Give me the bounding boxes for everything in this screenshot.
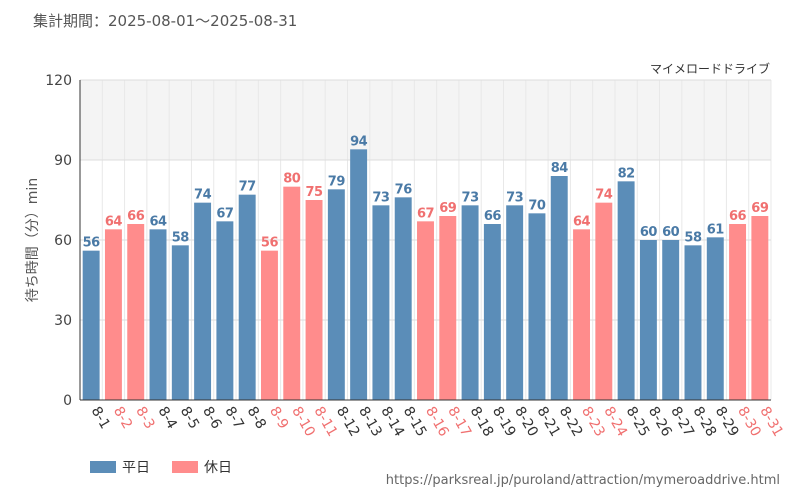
bar [617, 181, 635, 400]
bar [550, 176, 568, 400]
bar-value-label: 94 [350, 134, 368, 149]
bar [439, 216, 457, 400]
legend-item-weekday: 平日 [90, 457, 150, 477]
bar [350, 149, 368, 400]
bar-value-label: 84 [551, 161, 569, 176]
bar [394, 197, 412, 400]
bar-value-label: 56 [83, 236, 101, 251]
x-tick-label: 8-5 [177, 404, 202, 432]
legend-item-holiday: 休日 [172, 457, 232, 477]
bar [194, 202, 212, 400]
legend-label-weekday: 平日 [122, 460, 150, 476]
bar [662, 240, 680, 400]
x-tick-label: 8-9 [266, 404, 291, 432]
bar-value-label: 56 [261, 236, 279, 251]
legend-swatch-holiday [172, 461, 198, 473]
bar [149, 229, 167, 400]
y-tick-label: 0 [63, 393, 72, 409]
bar-value-label: 76 [395, 182, 413, 197]
bar-value-label: 73 [462, 190, 480, 205]
x-tick-label: 8-4 [155, 404, 180, 432]
bar-value-label: 66 [484, 209, 502, 224]
bar-value-label: 67 [417, 206, 435, 221]
x-tick-label: 8-6 [199, 404, 224, 432]
bar [82, 250, 100, 400]
bar [283, 186, 301, 400]
bar-value-label: 58 [684, 230, 702, 245]
attraction-name: マイメロードドライブ [649, 62, 770, 76]
bar-value-label: 80 [283, 172, 301, 187]
bar-value-label: 73 [372, 190, 390, 205]
bar [238, 194, 256, 400]
x-tick-label: 8-3 [132, 404, 157, 432]
bar [417, 221, 434, 400]
bar [573, 229, 591, 400]
bar-value-label: 79 [328, 174, 346, 189]
y-tick-label: 60 [54, 233, 72, 249]
bar-value-label: 82 [618, 166, 635, 181]
bar [305, 200, 323, 400]
bar-value-label: 69 [751, 201, 769, 216]
bar [751, 216, 769, 400]
bar-value-label: 77 [239, 180, 257, 195]
bar-value-label: 73 [506, 190, 524, 205]
bar [372, 205, 390, 400]
bar [639, 240, 657, 400]
x-tick-label: 8-7 [221, 404, 246, 432]
bar [528, 213, 546, 400]
period-label: 集計期間：2025-08-01～2025-08-31 [33, 12, 298, 30]
y-tick-label: 120 [45, 73, 72, 89]
bar [729, 224, 747, 400]
y-tick-label: 90 [54, 153, 72, 169]
shaded-band [80, 80, 771, 160]
bar [260, 250, 278, 400]
bar [104, 229, 122, 400]
bar [216, 221, 234, 400]
bar-value-label: 69 [439, 201, 457, 216]
bar-value-label: 66 [729, 209, 747, 224]
source-url[interactable]: https://parksreal.jp/puroland/attraction… [385, 473, 780, 488]
x-tick-label: 8-31 [756, 404, 786, 440]
x-tick-label: 8-2 [110, 404, 135, 432]
bar-value-label: 60 [640, 225, 658, 240]
legend-swatch-weekday [90, 461, 116, 473]
bar-value-label: 70 [528, 198, 546, 213]
legend-label-holiday: 休日 [204, 460, 232, 476]
y-tick-label: 30 [54, 313, 72, 329]
x-tick-label: 8-1 [88, 404, 113, 432]
bar [171, 245, 189, 400]
bar [506, 205, 524, 400]
bar-value-label: 64 [149, 214, 167, 229]
bar-value-label: 66 [127, 209, 145, 224]
bar-value-label: 67 [216, 206, 234, 221]
bar-value-label: 64 [573, 214, 591, 229]
bar [684, 245, 702, 400]
bar-value-label: 64 [105, 214, 123, 229]
legend: 平日 休日 [90, 457, 232, 477]
x-tick-label: 8-8 [244, 404, 269, 432]
bar [327, 189, 345, 400]
bar [706, 237, 724, 400]
bar-value-label: 74 [194, 188, 212, 203]
bar-value-label: 58 [172, 230, 190, 245]
bar-value-label: 74 [595, 188, 613, 203]
bar [127, 224, 145, 400]
bar [483, 224, 501, 400]
bar [595, 202, 613, 400]
bar-value-label: 75 [306, 185, 324, 200]
bar-value-label: 61 [707, 222, 725, 237]
bar-value-label: 60 [662, 225, 680, 240]
bar [461, 205, 479, 400]
